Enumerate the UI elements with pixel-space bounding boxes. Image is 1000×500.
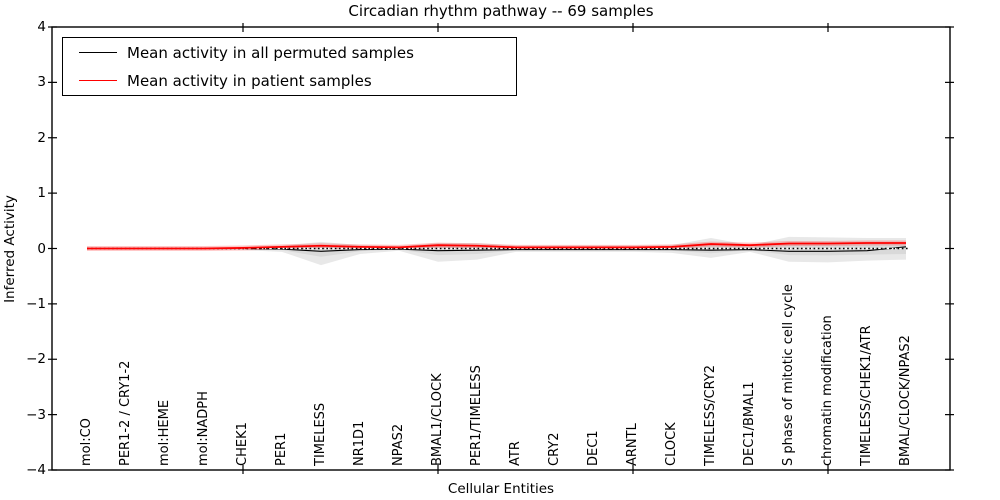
chart-title: Circadian rhythm pathway -- 69 samples: [348, 2, 654, 20]
x-category-label: TIMELESS/CRY2: [703, 364, 718, 466]
x-category-label: CLOCK: [664, 422, 679, 466]
x-axis-label: Cellular Entities: [447, 481, 555, 497]
y-tick-label: 0: [37, 240, 46, 257]
x-category-label: PER1: [274, 432, 289, 466]
x-category-label: CHEK1: [235, 422, 250, 466]
x-category-label: ATR: [508, 441, 523, 466]
y-tick-label: −4: [26, 462, 46, 478]
permuted-line-swatch: [79, 52, 117, 53]
x-category-label: NPAS2: [391, 423, 406, 466]
x-category-label: mol:HEME: [157, 399, 172, 466]
x-category-label: BMAL/CLOCK/NPAS2: [898, 335, 913, 466]
x-category-label: DEC1: [586, 430, 601, 466]
x-category-label: chromatin modification: [820, 315, 835, 466]
patient-line-swatch: [79, 80, 117, 81]
y-tick-label: −1: [26, 295, 46, 312]
x-category-label: S phase of mitotic cell cycle: [781, 284, 796, 466]
legend: Mean activity in all permuted samples Me…: [62, 37, 517, 96]
x-category-label: mol:CO: [79, 418, 94, 466]
legend-item-patient: Mean activity in patient samples: [63, 70, 516, 92]
y-tick-label: 1: [37, 185, 46, 202]
x-category-label: PER1/TIMELESS: [469, 365, 484, 466]
x-category-label: CRY2: [547, 432, 562, 467]
y-tick-label: −2: [26, 351, 46, 368]
x-category-label: TIMELESS/CHEK1/ATR: [859, 325, 874, 466]
x-category-label: ARNTL: [625, 423, 640, 466]
x-category-label: DEC1/BMAL1: [742, 381, 757, 467]
y-tick-label: 2: [37, 129, 46, 146]
x-category-label: PER1-2 / CRY1-2: [118, 360, 133, 466]
x-category-label: NR1D1: [352, 420, 367, 466]
y-tick-label: 4: [37, 19, 46, 35]
legend-label: Mean activity in all permuted samples: [127, 43, 414, 62]
x-category-label: BMAL1/CLOCK: [430, 373, 445, 466]
patient-mean-line: [87, 242, 906, 250]
x-category-label: mol:NADPH: [196, 391, 211, 466]
legend-label: Mean activity in patient samples: [127, 71, 372, 90]
y-tick-label: −3: [26, 406, 46, 423]
x-category-label: TIMELESS: [313, 402, 328, 466]
y-tick-label: 3: [37, 74, 46, 91]
legend-item-permuted: Mean activity in all permuted samples: [63, 42, 516, 64]
